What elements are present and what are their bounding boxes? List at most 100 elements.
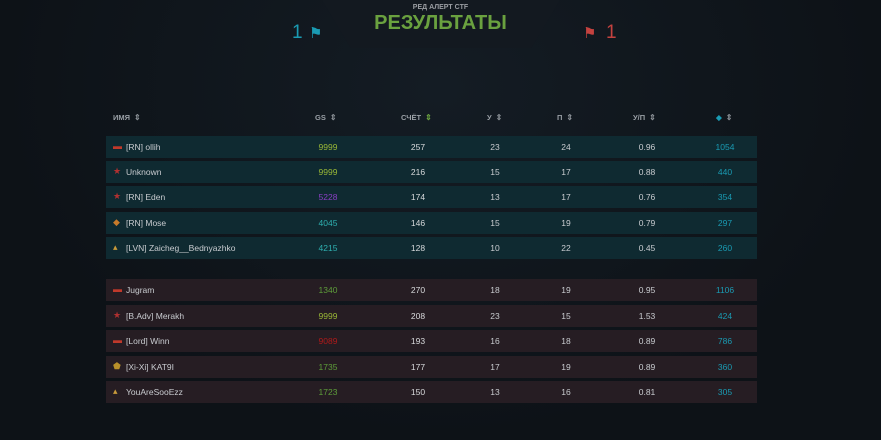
sort-active-icon: ⇕ (425, 113, 432, 122)
player-deaths: 19 (561, 218, 571, 228)
player-deaths: 19 (561, 285, 571, 295)
player-name: [RN] ollih (126, 142, 161, 152)
player-score: 174 (410, 192, 426, 202)
player-score: 270 (410, 285, 426, 295)
player-score: 257 (410, 142, 426, 152)
player-crystals: 260 (717, 243, 733, 253)
sort-icon: ⇕ (649, 113, 656, 122)
header-tab (322, 0, 560, 48)
player-gs: 9999 (318, 167, 338, 177)
player-name: Unknown (126, 167, 162, 177)
player-gs: 9999 (318, 142, 338, 152)
player-crystals: 354 (717, 192, 733, 202)
player-crystals: 1054 (715, 142, 735, 152)
rank-star-icon: ★ (113, 166, 122, 176)
player-kills: 15 (490, 218, 500, 228)
sort-icon: ⇕ (134, 113, 141, 122)
player-deaths: 16 (561, 387, 571, 397)
player-kills: 17 (490, 362, 500, 372)
player-deaths: 22 (561, 243, 571, 253)
player-kills: 13 (490, 192, 500, 202)
player-crystals: 360 (717, 362, 733, 372)
player-name: [Lord] Winn (126, 336, 170, 346)
col-name: ИМЯ (113, 113, 131, 122)
player-score: 216 (410, 167, 426, 177)
col-kd: У/П (633, 113, 646, 122)
player-crystals: 297 (717, 218, 733, 228)
player-name: [RN] Mose (126, 218, 167, 228)
mode-subtitle: РЕД АЛЕРТ CTF (412, 4, 469, 11)
sort-name[interactable]: ИМЯ ⇕ (113, 113, 141, 122)
player-kills: 10 (490, 243, 500, 253)
sort-crystals[interactable]: ◆ ⇕ (716, 113, 732, 122)
player-row[interactable]: ▬ Jugram 1340 270 18 19 0.95 1106 (106, 279, 757, 301)
player-row[interactable]: ★ Unknown 9999 216 15 17 0.88 440 (106, 161, 757, 183)
sort-gs[interactable]: GS ⇕ (315, 113, 337, 122)
player-score: 146 (410, 218, 426, 228)
player-deaths: 18 (561, 336, 571, 346)
gem-icon: ◆ (716, 113, 722, 122)
blue-flag-icon: ⚑ (309, 25, 323, 42)
player-row[interactable]: ⬟ [Xi-Xi] KAT9I 1735 177 17 19 0.89 360 (106, 356, 757, 378)
player-score: 193 (410, 336, 426, 346)
sort-icon: ⇕ (725, 113, 733, 122)
rank-shield-icon: ⬟ (113, 361, 121, 371)
player-row[interactable]: ★ [B.Adv] Merakh 9999 208 23 15 1.53 424 (106, 305, 757, 327)
player-gs: 1340 (318, 285, 338, 295)
rank-tank-icon: ▬ (113, 141, 122, 151)
player-kills: 23 (490, 311, 500, 321)
player-row[interactable]: ▴ YouAreSooEzz 1723 150 13 16 0.81 305 (106, 381, 757, 403)
rank-diamond-icon: ◆ (113, 217, 120, 227)
rank-tank-icon: ▬ (113, 335, 122, 345)
player-kd: 0.96 (638, 142, 656, 152)
player-deaths: 15 (561, 311, 571, 321)
player-kills: 13 (490, 387, 500, 397)
sort-score[interactable]: СЧЁТ ⇕ (401, 113, 432, 122)
player-row[interactable]: ▬ [Lord] Winn 9089 193 16 18 0.89 786 (106, 330, 757, 352)
col-deaths: П (557, 113, 563, 122)
rank-star-icon: ★ (113, 191, 122, 201)
rank-star-icon: ★ (113, 310, 122, 320)
player-row[interactable]: ▬ [RN] ollih 9999 257 23 24 0.96 1054 (106, 136, 757, 158)
player-kills: 16 (490, 336, 500, 346)
player-gs: 9089 (318, 336, 338, 346)
sort-icon: ⇕ (495, 113, 503, 122)
player-score: 128 (410, 243, 426, 253)
rank-chevrons-icon: ▴ (113, 386, 118, 396)
sort-kd[interactable]: У/П ⇕ (633, 113, 656, 122)
player-crystals: 1106 (715, 285, 735, 295)
player-kd: 0.79 (638, 218, 656, 228)
player-name: [RN] Eden (126, 192, 166, 202)
player-kills: 15 (490, 167, 500, 177)
player-gs: 1735 (318, 362, 338, 372)
player-row[interactable]: ▴ [LVN] Zaicheg__Bednyazhko 4215 128 10 … (106, 237, 757, 259)
red-flag-icon: ⚑ (583, 25, 597, 42)
player-name: [B.Adv] Merakh (126, 311, 185, 321)
player-name: [Xi-Xi] KAT9I (126, 362, 175, 372)
player-kd: 0.81 (638, 387, 656, 397)
player-deaths: 17 (561, 192, 571, 202)
player-kills: 23 (490, 142, 500, 152)
player-name: YouAreSooEzz (126, 387, 183, 397)
rank-chevrons-icon: ▴ (113, 242, 118, 252)
player-row[interactable]: ◆ [RN] Mose 4045 146 15 19 0.79 297 (106, 212, 757, 234)
player-kd: 1.53 (638, 311, 656, 321)
player-crystals: 786 (717, 336, 733, 346)
player-row[interactable]: ★ [RN] Eden 5228 174 13 17 0.76 354 (106, 186, 757, 208)
player-crystals: 440 (717, 167, 733, 177)
sort-deaths[interactable]: П ⇕ (557, 113, 573, 122)
player-gs: 9999 (318, 311, 338, 321)
player-name: [LVN] Zaicheg__Bednyazhko (126, 243, 236, 253)
page-title: РЕЗУЛЬТАТЫ (374, 12, 507, 34)
col-gs: GS (315, 113, 326, 122)
player-kills: 18 (490, 285, 500, 295)
player-deaths: 24 (561, 142, 571, 152)
blue-score: 1 (292, 22, 303, 43)
player-kd: 0.88 (638, 167, 656, 177)
col-kills: У (487, 113, 492, 122)
sort-kills[interactable]: У ⇕ (487, 113, 502, 122)
player-score: 177 (410, 362, 426, 372)
red-score: 1 (606, 22, 617, 43)
player-score: 150 (410, 387, 426, 397)
rank-tank-icon: ▬ (113, 284, 122, 294)
